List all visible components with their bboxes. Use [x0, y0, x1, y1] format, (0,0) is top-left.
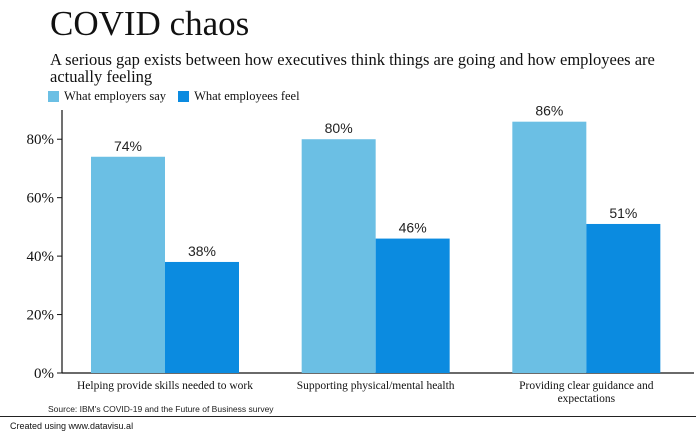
legend-swatch-employees [178, 90, 190, 102]
bar-value-label: 80% [325, 120, 353, 136]
bar-chart: 0% 20% 40% 60% 80% 74% 38% Helping provide skil… [27, 103, 694, 404]
footer-divider [0, 416, 696, 417]
x-tick-label: Helping provide skills needed to work [77, 380, 253, 392]
legend-swatch-employers [48, 90, 59, 102]
chart-title: COVID chaos [50, 4, 250, 43]
y-tick-label: 0% [34, 366, 54, 382]
legend-label-employers: What employers say [64, 88, 167, 103]
y-tick-label: 40% [27, 249, 55, 265]
source-note: Source: IBM's COVID-19 and the Future of… [48, 404, 274, 414]
chart-subtitle: A serious gap exists between how executi… [50, 50, 655, 86]
credit-note: Created using www.datavisu.al [10, 421, 134, 431]
bar-value-label: 46% [399, 220, 427, 236]
bar-employees [375, 238, 450, 373]
legend-item-employees: What employees feel [178, 89, 300, 104]
x-tick-label-line: Providing clear guidance and [519, 380, 654, 392]
x-tick-label-line: Helping provide skills needed to work [77, 380, 253, 392]
bar-employers [512, 121, 587, 373]
y-tick-label: 80% [27, 132, 55, 148]
bar-value-label: 51% [609, 205, 637, 221]
bar-value-label: 38% [188, 243, 216, 259]
bar-employees [165, 261, 239, 373]
x-tick-label-line: Supporting physical/mental health [297, 380, 455, 392]
bar-value-label: 86% [535, 103, 563, 119]
bar-value-label: 74% [114, 138, 142, 154]
bar-employers [301, 139, 376, 373]
y-tick-label: 60% [27, 191, 55, 207]
x-tick-label-line: expectations [558, 393, 616, 404]
legend: What employers say What employees feel [48, 89, 312, 103]
x-tick-label: Providing clear guidance and expectations [519, 380, 654, 404]
bar-employers [91, 156, 165, 373]
legend-label-employees: What employees feel [194, 88, 300, 103]
legend-item-employers: What employers say [48, 89, 166, 104]
y-tick-label: 20% [27, 308, 55, 324]
x-tick-label: Supporting physical/mental health [297, 380, 455, 392]
bar-employees [586, 223, 661, 373]
